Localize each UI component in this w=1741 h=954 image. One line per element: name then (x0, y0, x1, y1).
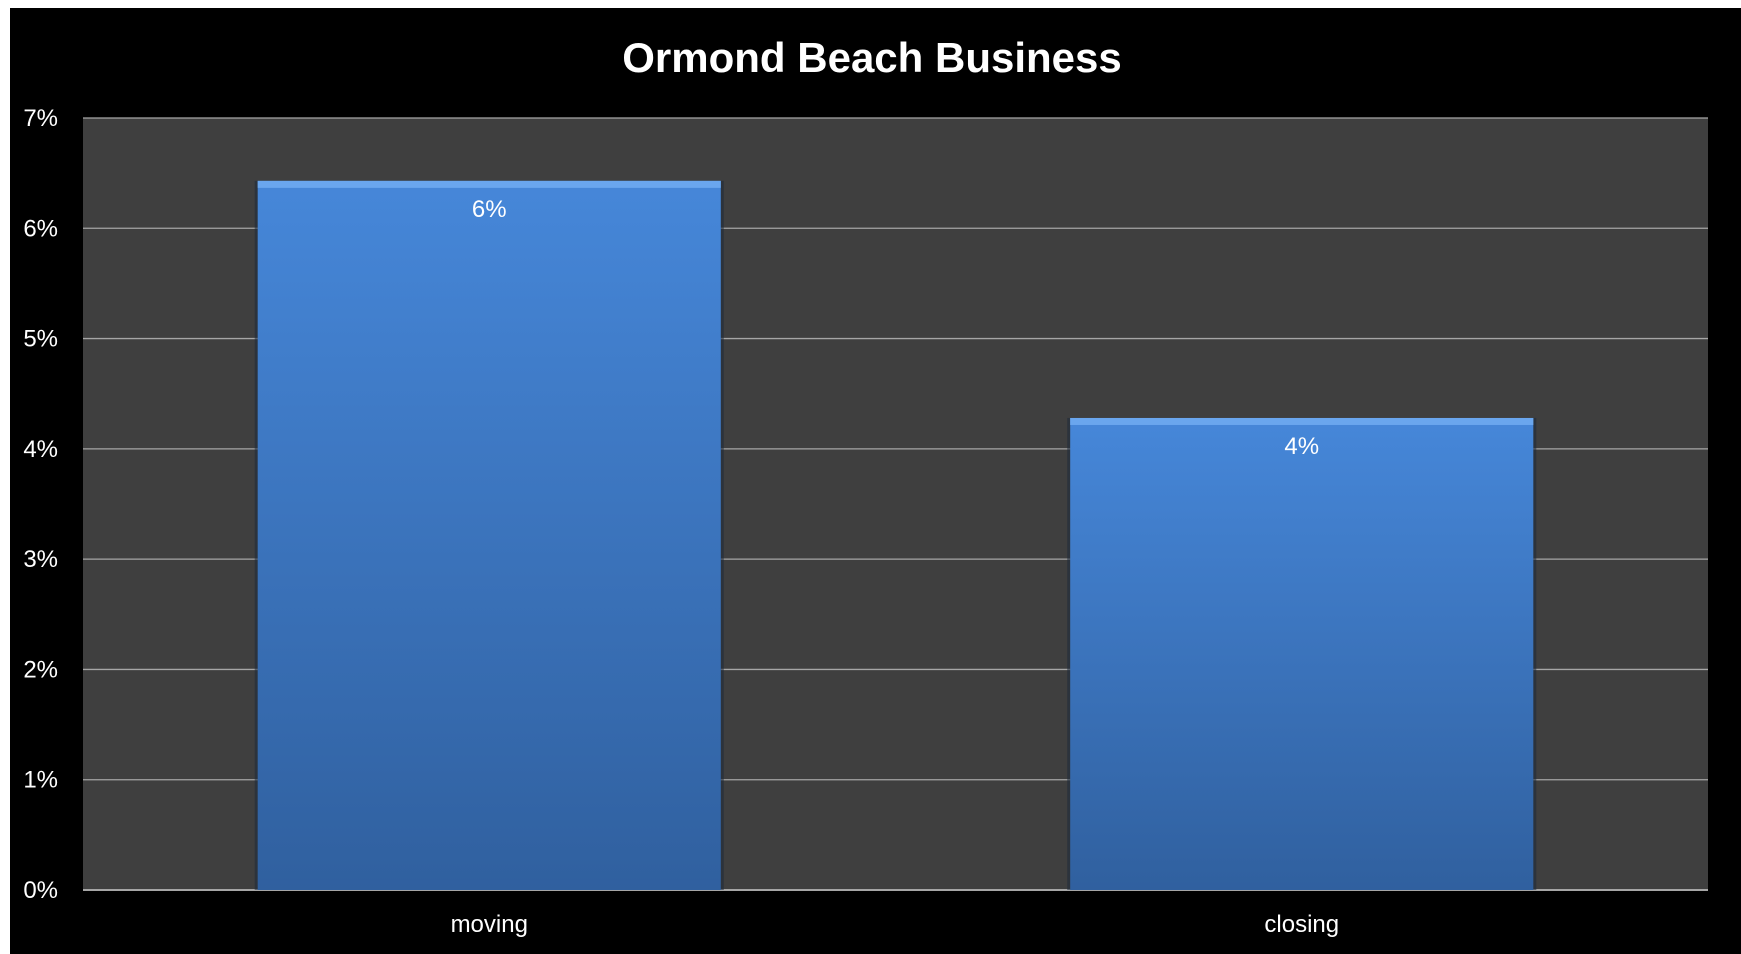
y-tick-label: 1% (23, 767, 58, 794)
y-tick-label: 4% (23, 436, 58, 463)
y-axis-ticks: 0% 1% 2% 3% 4% 5% 6% 7% (23, 105, 58, 904)
x-axis-categories: moving closing (451, 911, 1340, 938)
y-tick-label: 0% (23, 877, 58, 904)
bar-closing (1070, 417, 1534, 890)
bar-bevel (1070, 417, 1534, 425)
y-tick-label: 2% (23, 656, 58, 683)
y-tick-label: 6% (23, 215, 58, 242)
y-tick-label: 7% (23, 105, 58, 132)
bar-bevel (257, 180, 721, 188)
x-category-label: moving (451, 911, 528, 938)
chart-title: Ormond Beach Business (622, 34, 1121, 81)
bars: 6% 4% (254, 180, 1537, 890)
x-category-label: closing (1264, 911, 1339, 938)
data-label: 6% (472, 196, 507, 223)
bar-moving (257, 180, 721, 890)
y-tick-label: 3% (23, 546, 58, 573)
y-tick-label: 5% (23, 326, 58, 353)
data-label: 4% (1284, 433, 1319, 460)
